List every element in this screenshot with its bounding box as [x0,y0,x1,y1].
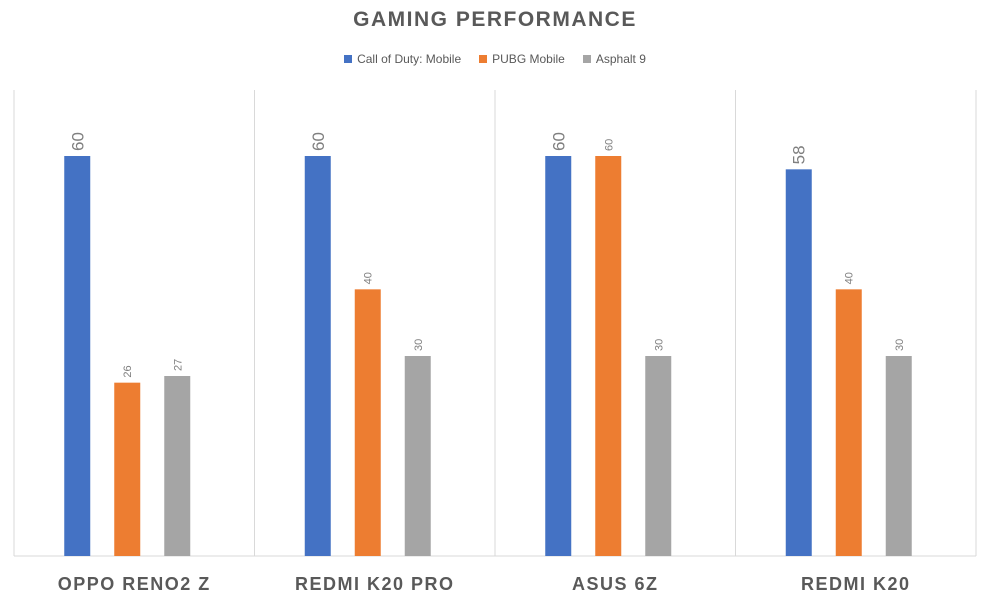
category-label-asus-6z: ASUS 6Z [572,574,659,594]
data-label-pubg-mobile-redmi-k20-pro: 40 [363,272,375,284]
data-label-call-of-duty-mobile-asus-6z: 60 [549,132,568,151]
bar-asphalt-9-asus-6z [645,356,672,556]
legend-item-asphalt: Asphalt 9 [582,52,646,66]
data-label-call-of-duty-mobile-oppo-reno2-z: 60 [68,132,87,151]
legend-item-pubg: PUBG Mobile [479,52,565,66]
chart-title: GAMING PERFORMANCE [353,8,637,31]
category-label-redmi-k20-pro: REDMI K20 PRO [295,574,455,594]
legend-swatch-pubg [479,55,488,63]
bar-call-of-duty-mobile-redmi-k20 [785,169,812,557]
category-label-oppo-reno2-z: OPPO RENO2 Z [58,574,211,594]
bar-pubg-mobile-oppo-reno2-z [114,382,141,556]
legend-label-call-of-duty: Call of Duty: Mobile [357,52,462,66]
category-label-redmi-k20: REDMI K20 [801,574,911,594]
data-label-call-of-duty-mobile-redmi-k20: 58 [790,145,809,164]
data-label-call-of-duty-mobile-redmi-k20-pro: 60 [309,132,328,151]
legend-item-call-of-duty: Call of Duty: Mobile [344,52,461,66]
data-label-asphalt-9-oppo-reno2-z: 27 [172,359,184,371]
bar-pubg-mobile-asus-6z [595,156,622,556]
bar-pubg-mobile-redmi-k20 [835,289,862,556]
data-label-asphalt-9-redmi-k20: 30 [894,339,906,351]
legend-swatch-call-of-duty [344,55,353,63]
bar-asphalt-9-oppo-reno2-z [164,376,191,556]
legend-swatch-asphalt [582,55,591,63]
data-label-pubg-mobile-redmi-k20: 40 [844,272,856,284]
data-label-asphalt-9-asus-6z: 30 [653,339,665,351]
bar-call-of-duty-mobile-redmi-k20-pro [304,156,331,556]
bar-call-of-duty-mobile-oppo-reno2-z [64,156,91,556]
bar-pubg-mobile-redmi-k20-pro [354,289,381,556]
data-label-asphalt-9-redmi-k20-pro: 30 [413,339,425,351]
data-label-pubg-mobile-asus-6z: 60 [603,139,615,151]
data-label-pubg-mobile-oppo-reno2-z: 26 [122,365,134,377]
legend: Call of Duty: Mobile PUBG Mobile Asphalt… [0,52,990,66]
legend-label-pubg: PUBG Mobile [492,52,565,66]
bar-asphalt-9-redmi-k20 [885,356,912,556]
bar-asphalt-9-redmi-k20-pro [404,356,431,556]
bar-call-of-duty-mobile-asus-6z [545,156,572,556]
legend-label-asphalt: Asphalt 9 [595,52,646,66]
